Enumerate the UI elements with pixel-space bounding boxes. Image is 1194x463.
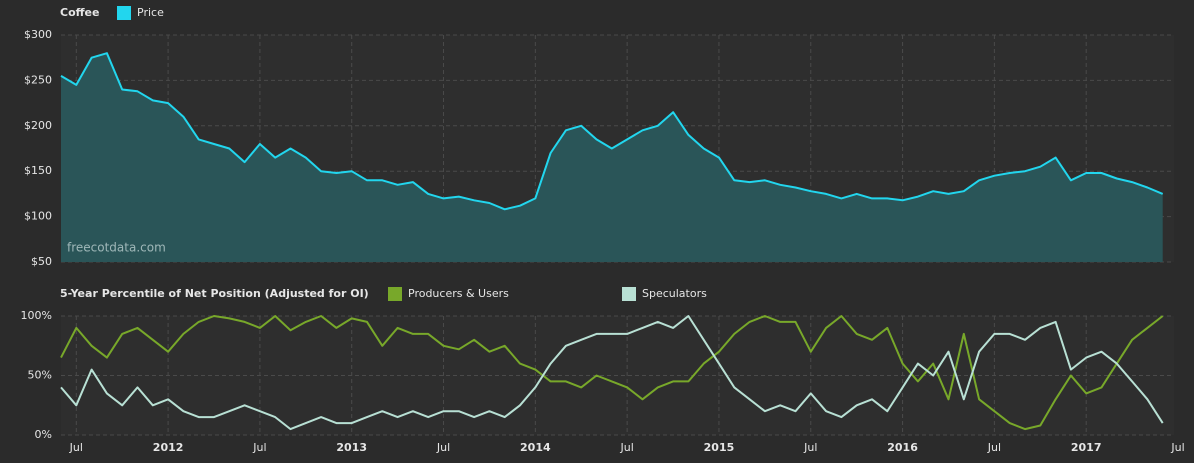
legend-swatch	[388, 287, 402, 301]
x-tick-label: Jul	[436, 441, 450, 454]
x-tick-label: Jul	[252, 441, 266, 454]
y-tick-label: $200	[24, 119, 52, 132]
legend-swatch	[622, 287, 636, 301]
legend-swatch	[117, 6, 131, 20]
y-tick-label: 100%	[21, 309, 52, 322]
chart-title: 5-Year Percentile of Net Position (Adjus…	[60, 287, 369, 300]
x-tick-label: Jul	[803, 441, 817, 454]
y-tick-label: $100	[24, 210, 52, 223]
chart-title: Coffee	[60, 6, 99, 19]
y-tick-label: $50	[31, 255, 52, 268]
x-tick-label: 2015	[704, 441, 735, 454]
y-tick-label: $150	[24, 164, 52, 177]
area	[61, 53, 1163, 263]
x-tick-label: Jul	[1170, 441, 1184, 454]
x-tick-label: Jul	[987, 441, 1001, 454]
legend-label: Producers & Users	[408, 287, 509, 300]
x-tick-label: 2014	[520, 441, 551, 454]
x-tick-label: 2016	[887, 441, 918, 454]
line	[60, 315, 1164, 431]
y-tick-label: 0%	[35, 428, 52, 441]
y-tick-label: 50%	[28, 369, 52, 382]
legend-label: Speculators	[642, 287, 707, 300]
line	[60, 52, 1164, 211]
line	[60, 315, 1164, 431]
annotation: freecotdata.com	[67, 241, 166, 255]
legend-label: Price	[137, 6, 164, 19]
y-tick-label: $250	[24, 73, 52, 86]
x-tick-label: 2013	[336, 441, 367, 454]
x-tick-label: 2017	[1071, 441, 1102, 454]
x-tick-label: Jul	[620, 441, 634, 454]
x-tick-label: 2012	[153, 441, 184, 454]
x-tick-label: Jul	[69, 441, 83, 454]
y-tick-label: $300	[24, 28, 52, 41]
